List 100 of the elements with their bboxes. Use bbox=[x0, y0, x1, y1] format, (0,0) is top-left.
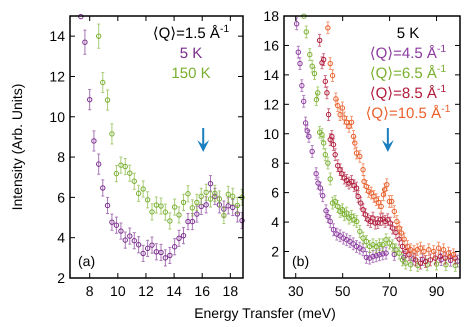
y-tick-label: 8 bbox=[57, 149, 66, 166]
point bbox=[337, 233, 343, 238]
y-tick-label: 4 bbox=[57, 230, 66, 246]
point bbox=[386, 198, 392, 204]
point bbox=[154, 249, 160, 254]
point bbox=[144, 246, 150, 252]
x-axis-title: Energy Transfer (meV) bbox=[194, 305, 336, 321]
point bbox=[127, 233, 132, 239]
point bbox=[316, 38, 322, 43]
point bbox=[297, 60, 303, 66]
y-tick-label: 2 bbox=[57, 270, 66, 286]
point bbox=[127, 170, 132, 176]
point bbox=[172, 244, 178, 250]
point bbox=[304, 29, 309, 35]
y-tick-label: 8 bbox=[271, 155, 280, 172]
legend-title: 5 K bbox=[396, 25, 420, 42]
point bbox=[212, 190, 218, 196]
x-tick-label: 12 bbox=[138, 283, 154, 299]
point bbox=[393, 230, 399, 236]
point bbox=[357, 245, 362, 251]
point bbox=[109, 131, 115, 137]
point bbox=[208, 196, 214, 202]
text: ⟨Q⟩=8.5 Å$^{-1}$ bbox=[370, 83, 446, 102]
point bbox=[396, 250, 402, 256]
point bbox=[82, 40, 88, 45]
y-tick-label: 16 bbox=[263, 37, 280, 54]
point bbox=[154, 202, 160, 208]
point bbox=[309, 148, 315, 154]
point bbox=[364, 254, 370, 260]
point bbox=[176, 236, 182, 241]
point bbox=[144, 197, 150, 203]
point bbox=[360, 166, 366, 172]
x-tick-label: 14 bbox=[166, 283, 182, 299]
text: ⟨Q⟩=6.5 Å$^{-1}$ bbox=[370, 63, 446, 82]
point bbox=[370, 254, 376, 260]
point bbox=[100, 80, 106, 86]
point bbox=[208, 180, 214, 186]
x-tick-label: 70 bbox=[382, 283, 398, 299]
point bbox=[326, 112, 332, 118]
point bbox=[330, 227, 336, 232]
x-tick-label: 90 bbox=[428, 283, 445, 299]
point bbox=[162, 209, 168, 215]
text: 5 K bbox=[180, 45, 202, 62]
point bbox=[366, 244, 372, 250]
point bbox=[203, 202, 209, 208]
point bbox=[307, 52, 313, 58]
point bbox=[383, 237, 389, 242]
legend-title: ⟨Q⟩=1.5 Å$^{-1}$ bbox=[152, 23, 230, 42]
point bbox=[294, 21, 300, 26]
point bbox=[190, 218, 196, 224]
point bbox=[162, 255, 168, 261]
point bbox=[364, 238, 370, 244]
point bbox=[96, 33, 102, 39]
point bbox=[347, 238, 353, 244]
point bbox=[239, 218, 245, 224]
y-tick-label: 14 bbox=[49, 28, 66, 44]
point bbox=[104, 97, 110, 103]
point bbox=[158, 250, 164, 256]
point bbox=[140, 250, 146, 256]
annotation: (a) bbox=[78, 253, 96, 269]
point bbox=[354, 244, 360, 250]
text: ⟨Q⟩=4.5 Å$^{-1}$ bbox=[370, 43, 446, 62]
series-label: ⟨Q⟩=10.5 Å$^{-1}$ bbox=[366, 103, 451, 122]
point bbox=[330, 72, 336, 78]
point bbox=[350, 241, 356, 247]
point bbox=[172, 204, 178, 210]
y-tick-label: 6 bbox=[57, 189, 66, 206]
point bbox=[132, 178, 137, 184]
y-axis-title: Intensity (Arb. Units) bbox=[9, 84, 25, 210]
point bbox=[176, 212, 182, 218]
point bbox=[149, 242, 155, 248]
point bbox=[296, 50, 302, 55]
point bbox=[180, 232, 186, 238]
y-tick-label: 18 bbox=[263, 8, 280, 24]
point bbox=[383, 250, 389, 256]
point bbox=[366, 255, 372, 261]
point bbox=[386, 240, 392, 246]
y-tick-label: 12 bbox=[263, 96, 280, 112]
point bbox=[140, 186, 146, 192]
y-tick-label: 14 bbox=[263, 66, 280, 83]
point bbox=[322, 78, 328, 84]
point bbox=[100, 185, 106, 191]
point bbox=[328, 60, 333, 66]
x-tick-label: 16 bbox=[194, 283, 210, 299]
y-tick-label: 10 bbox=[263, 126, 280, 142]
x-tick-label: 10 bbox=[110, 283, 126, 299]
point bbox=[167, 252, 173, 258]
point bbox=[325, 25, 331, 30]
y-tick-label: 2 bbox=[271, 244, 280, 260]
point bbox=[109, 219, 115, 225]
point bbox=[104, 202, 110, 208]
point bbox=[132, 238, 137, 244]
x-tick-label: 30 bbox=[288, 283, 304, 299]
point bbox=[114, 170, 120, 176]
y-tick-label: 10 bbox=[49, 108, 66, 125]
y-tick-label: 6 bbox=[271, 184, 280, 201]
point bbox=[118, 228, 124, 234]
point bbox=[136, 242, 142, 248]
point bbox=[328, 176, 333, 182]
point bbox=[334, 231, 340, 237]
